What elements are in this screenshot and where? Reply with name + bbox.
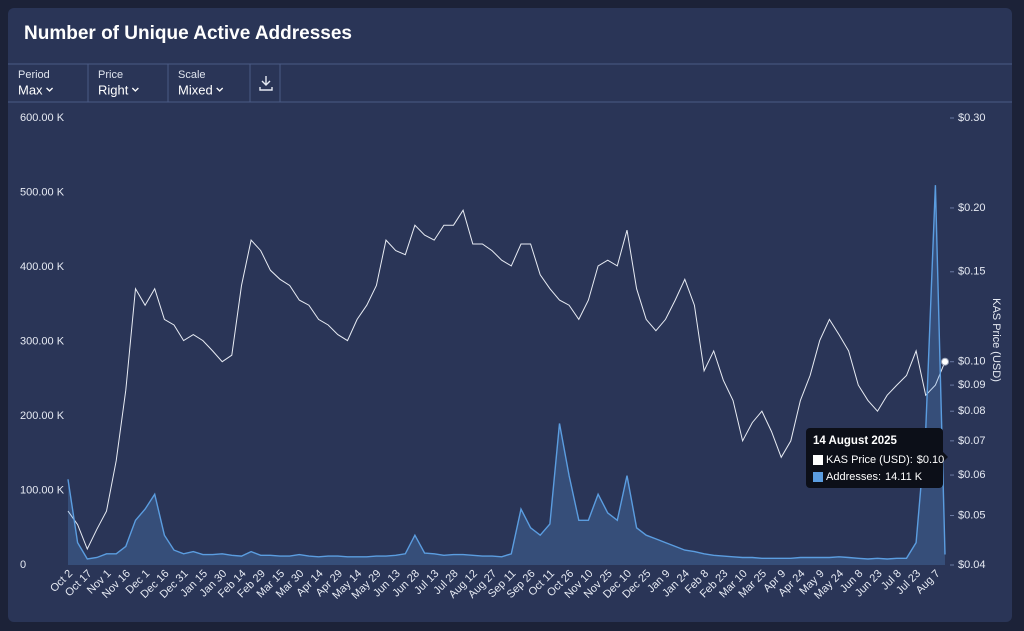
tooltip-box bbox=[806, 428, 943, 488]
y2-tick-label: $0.06 bbox=[958, 469, 986, 481]
hover-point bbox=[941, 357, 949, 366]
dropdown-label: Period bbox=[18, 69, 50, 81]
tooltip-series-name: Addresses bbox=[826, 471, 878, 483]
y-tick-label: 400.00 K bbox=[20, 261, 65, 273]
y2-tick-label: $0.15 bbox=[958, 266, 986, 278]
y2-tick-label: $0.09 bbox=[958, 379, 986, 391]
addresses-area bbox=[68, 185, 945, 565]
y2-tick-label: $0.05 bbox=[958, 509, 986, 521]
dropdown-value[interactable]: Max bbox=[18, 82, 43, 97]
y2-tick-label: $0.30 bbox=[958, 112, 986, 124]
download-button[interactable] bbox=[251, 65, 280, 101]
tooltip: 14 August 2025 KAS Price (USD): $0.10 Addre… bbox=[806, 428, 948, 488]
y2-axis-label: KAS Price (USD) bbox=[990, 298, 1002, 382]
dropdown-value[interactable]: Right bbox=[98, 82, 129, 97]
chart-title: Number of Unique Active Addresses bbox=[24, 23, 352, 44]
y2-tick-label: $0.20 bbox=[958, 202, 986, 214]
dropdown-value[interactable]: Mixed bbox=[178, 82, 213, 97]
chevron bbox=[131, 87, 139, 92]
chevron bbox=[216, 87, 224, 92]
tooltip-arrow bbox=[943, 452, 948, 462]
y-tick-label: 600.00 K bbox=[20, 112, 65, 124]
tooltip-swatch bbox=[813, 472, 823, 482]
dropdown-label: Scale bbox=[178, 69, 206, 81]
addresses-line bbox=[67, 185, 946, 560]
tooltip-value: $0.10 bbox=[917, 454, 945, 466]
y-tick-label: 500.00 K bbox=[20, 186, 65, 198]
y-tick-label: 100.00 K bbox=[20, 484, 65, 496]
y2-tick-label: $0.08 bbox=[958, 405, 986, 417]
dropdown-label: Price bbox=[98, 69, 123, 81]
y-tick-label: 200.00 K bbox=[20, 410, 65, 422]
y-tick-label: 300.00 K bbox=[20, 335, 65, 347]
download-icon[interactable] bbox=[259, 76, 273, 91]
tooltip-title: 14 August 2025 bbox=[813, 435, 898, 447]
y2-tick-label: $0.10 bbox=[958, 356, 986, 368]
tooltip-swatch bbox=[813, 455, 823, 465]
tooltip-series-name: KAS Price (USD) bbox=[826, 454, 910, 466]
tooltip-value: 14.11 K bbox=[885, 471, 923, 483]
y2-tick-label: $0.07 bbox=[958, 435, 986, 447]
y2-tick-label: $0.04 bbox=[958, 559, 986, 571]
panel bbox=[8, 8, 1012, 622]
chevron bbox=[46, 87, 54, 92]
price-line bbox=[67, 208, 946, 551]
y-tick-label: 0 bbox=[20, 559, 26, 571]
tooltip-separator: : bbox=[878, 471, 881, 483]
tooltip-separator: : bbox=[910, 454, 913, 466]
